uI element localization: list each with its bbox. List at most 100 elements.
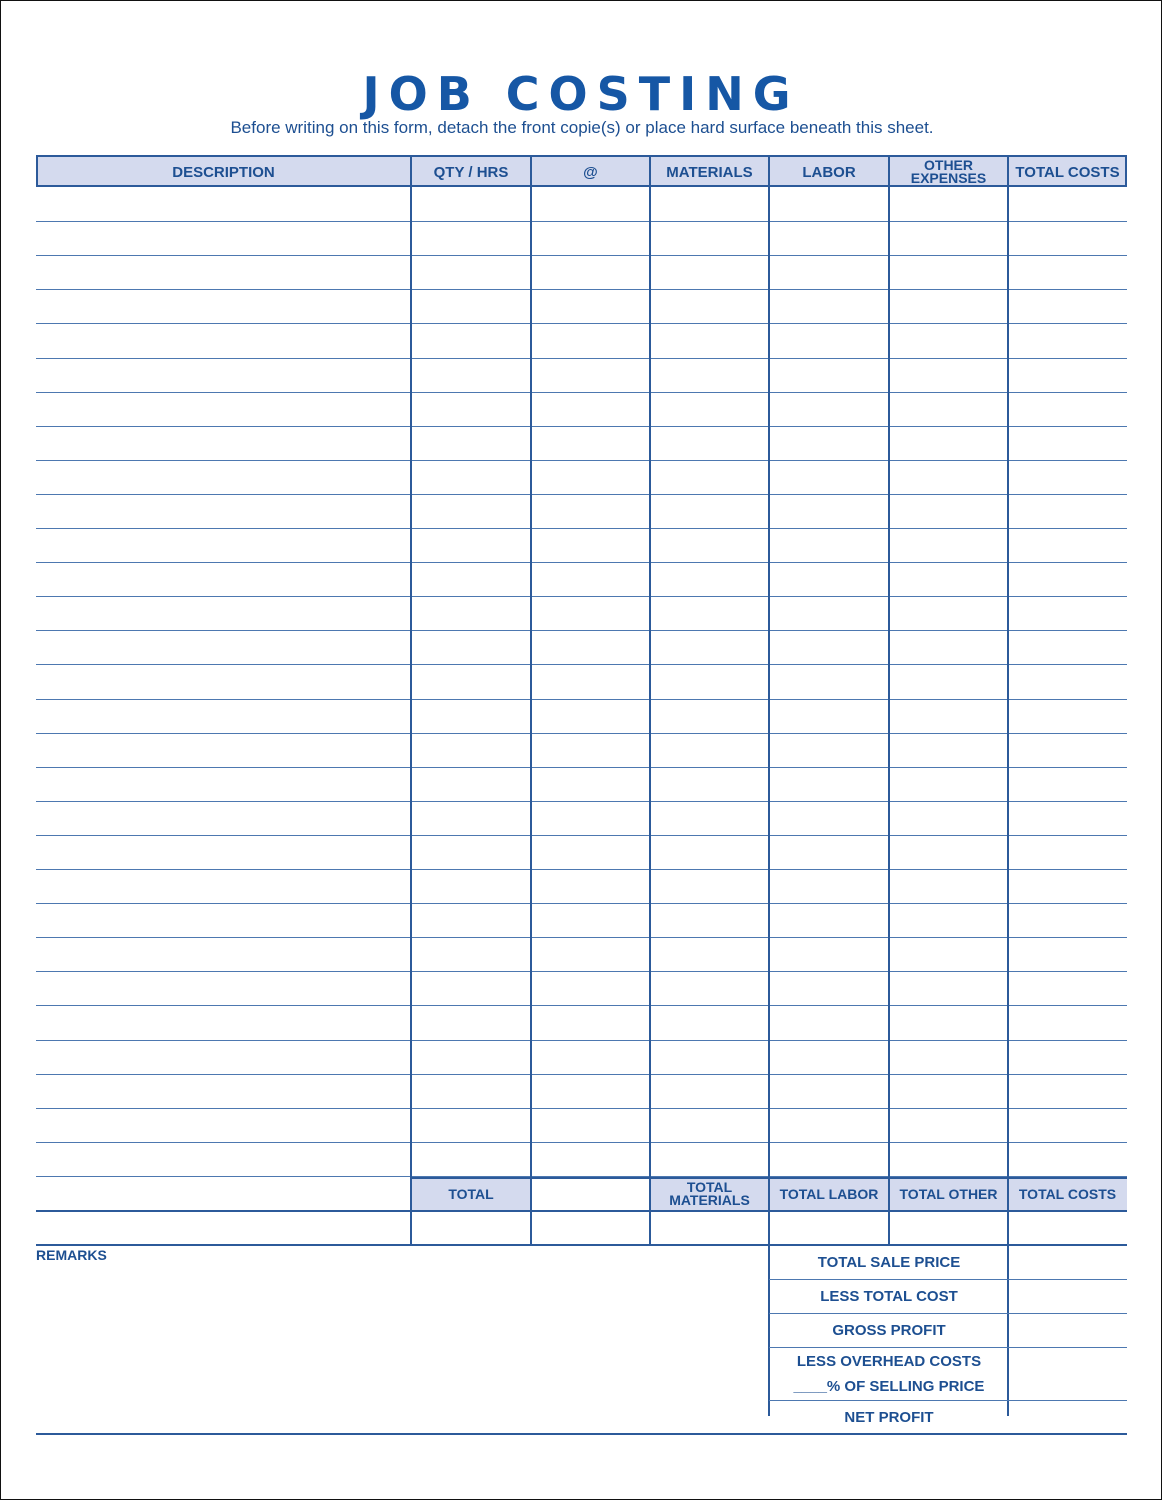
summary-row-line [769, 1279, 1127, 1280]
column-divider [649, 155, 651, 1246]
totals-cell-fill [769, 1177, 889, 1211]
summary-amount-field-4[interactable] [1009, 1401, 1127, 1434]
row-line [36, 426, 1127, 427]
totals-label-1: TOTAL [448, 1185, 494, 1202]
row-line [36, 971, 1127, 972]
less-total-cost-label: LESS TOTAL COST [820, 1288, 958, 1305]
entry-row[interactable] [36, 461, 1127, 494]
entry-row[interactable] [36, 495, 1127, 528]
entry-row[interactable] [36, 700, 1127, 733]
row-line [36, 1108, 1127, 1109]
column-divider [888, 155, 890, 1246]
remarks-field[interactable] [36, 1266, 766, 1431]
row-line [36, 528, 1127, 529]
column-divider [768, 155, 770, 1246]
totals-label-6: TOTAL COSTS [1018, 1185, 1117, 1202]
entry-row[interactable] [36, 393, 1127, 426]
remarks-label: REMARKS [36, 1247, 107, 1263]
entry-row[interactable] [36, 1041, 1127, 1074]
entry-row[interactable] [36, 802, 1127, 835]
row-line [36, 323, 1127, 324]
column-header-0: DESCRIPTION [172, 163, 275, 181]
column-header-5: OTHER EXPENSES [910, 157, 987, 186]
entry-row[interactable] [36, 563, 1127, 596]
totals-label-2 [531, 1177, 650, 1211]
row-line [36, 562, 1127, 563]
row-line [36, 596, 1127, 597]
column-divider [1007, 155, 1009, 1246]
form-bottom-line [36, 1433, 1127, 1435]
entry-row[interactable] [36, 188, 1127, 221]
entry-row[interactable] [36, 631, 1127, 664]
row-line [36, 392, 1127, 393]
form-title: JOB COSTING [362, 67, 800, 121]
entry-row[interactable] [36, 290, 1127, 323]
entry-row[interactable] [36, 836, 1127, 869]
summary-amount-field-1[interactable] [1009, 1280, 1127, 1313]
summary-divider-left [768, 1245, 770, 1416]
entry-row[interactable] [36, 1109, 1127, 1142]
totals-label-4: TOTAL LABOR [779, 1185, 879, 1202]
total-sale-price-label: TOTAL SALE PRICE [817, 1254, 961, 1271]
entry-row[interactable] [36, 665, 1127, 698]
row-line [36, 460, 1127, 461]
entry-row[interactable] [36, 734, 1127, 767]
entry-row[interactable] [36, 529, 1127, 562]
table-header-band [36, 155, 1127, 187]
totals-bottom-line [36, 1210, 1127, 1212]
row-line [36, 255, 1127, 256]
row-line [36, 664, 1127, 665]
entry-row[interactable] [36, 597, 1127, 630]
summary-amount-field-0[interactable] [1009, 1246, 1127, 1279]
entry-row[interactable] [36, 938, 1127, 971]
row-line [36, 835, 1127, 836]
totals-cell-fill [411, 1177, 531, 1211]
row-line [36, 733, 1127, 734]
summary-row-line [769, 1347, 1127, 1348]
column-header-3: MATERIALS [666, 163, 753, 181]
less-overhead-label: LESS OVERHEAD COSTS [796, 1353, 982, 1370]
column-divider [410, 155, 412, 1246]
row-line [36, 1176, 1127, 1177]
gross-profit-label: GROSS PROFIT [832, 1322, 946, 1339]
summary-row-line [769, 1313, 1127, 1314]
row-line [36, 494, 1127, 495]
entry-row[interactable] [36, 256, 1127, 289]
row-line [36, 801, 1127, 802]
entry-row[interactable] [36, 768, 1127, 801]
entry-row[interactable] [36, 1143, 1127, 1176]
table-bottom-line [36, 1244, 1127, 1246]
row-line [36, 289, 1127, 290]
summary-row-line [769, 1400, 1127, 1401]
totals-cell-fill [1008, 1177, 1127, 1211]
entry-row[interactable] [36, 1075, 1127, 1108]
row-line [36, 358, 1127, 359]
row-line [36, 221, 1127, 222]
row-line [36, 1142, 1127, 1143]
totals-label-0 [36, 1177, 411, 1211]
entry-row[interactable] [36, 222, 1127, 255]
column-divider [530, 155, 532, 1246]
entry-row[interactable] [36, 1006, 1127, 1039]
totals-label-3: TOTAL MATERIALS [669, 1179, 750, 1208]
row-line [36, 1074, 1127, 1075]
row-line [36, 1040, 1127, 1041]
totals-entry-row[interactable] [36, 1212, 1127, 1244]
column-header-6: TOTAL COSTS [1015, 163, 1120, 181]
entry-row[interactable] [36, 904, 1127, 937]
net-profit-label: NET PROFIT [844, 1409, 934, 1426]
column-header-4: LABOR [802, 163, 856, 181]
column-header-1: QTY / HRS [433, 163, 509, 181]
row-line [36, 869, 1127, 870]
entry-row[interactable] [36, 359, 1127, 392]
entry-row[interactable] [36, 427, 1127, 460]
row-line [36, 630, 1127, 631]
entry-row[interactable] [36, 870, 1127, 903]
totals-cell-fill [650, 1177, 769, 1211]
entry-row[interactable] [36, 324, 1127, 357]
summary-amount-field-3[interactable] [1009, 1348, 1127, 1400]
entry-row[interactable] [36, 972, 1127, 1005]
summary-amount-field-2[interactable] [1009, 1314, 1127, 1347]
row-line [36, 937, 1127, 938]
